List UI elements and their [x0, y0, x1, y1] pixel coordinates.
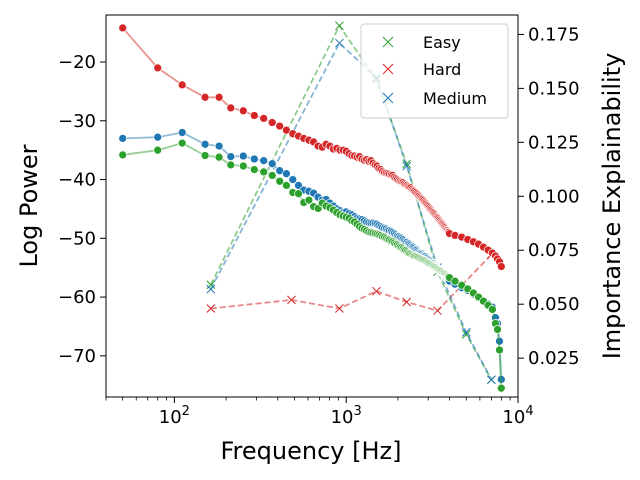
- y-right-tick-label: 0.050: [528, 294, 580, 315]
- power-point-easy: [214, 152, 224, 162]
- power-point-medium: [282, 169, 291, 179]
- power-point-easy: [267, 171, 277, 180]
- power-point-easy: [249, 165, 259, 174]
- power-point-easy: [226, 160, 236, 170]
- legend-label-hard: Hard: [423, 60, 461, 79]
- y-right-tick-label: 0.175: [528, 24, 580, 45]
- legend-label-easy: Easy: [423, 33, 461, 52]
- power-point-easy: [294, 189, 303, 199]
- legend-marker-medium: [382, 92, 394, 104]
- importance-marker-medium: [206, 284, 216, 294]
- y-tick-label: −20: [58, 52, 96, 73]
- power-point-easy: [177, 138, 187, 148]
- power-point-hard: [238, 106, 248, 116]
- importance-marker-hard: [372, 286, 381, 296]
- power-point-easy: [238, 161, 248, 171]
- power-point-medium: [238, 151, 248, 161]
- power-point-easy: [450, 276, 460, 286]
- y-tick-label: −70: [58, 346, 96, 367]
- power-point-medium: [259, 156, 269, 166]
- power-point-hard: [177, 80, 187, 90]
- power-point-easy: [200, 151, 210, 160]
- legend-entry-medium: Medium: [382, 89, 487, 108]
- plot-frame: [105, 14, 519, 398]
- power-point-easy: [259, 167, 269, 177]
- importance-marker-hard: [402, 297, 412, 307]
- legend-marker-easy: [382, 36, 394, 48]
- power-point-easy: [493, 325, 502, 334]
- series-layer: [118, 21, 506, 393]
- power-point-hard: [496, 262, 506, 271]
- power-point-medium: [177, 128, 187, 137]
- power-point-hard: [153, 63, 163, 73]
- importance-marker-medium: [402, 161, 412, 171]
- y-tick-label: −40: [58, 170, 96, 191]
- legend: Easy Hard Medium: [360, 23, 509, 119]
- legend-box: [360, 23, 509, 119]
- importance-marker-easy: [335, 21, 344, 31]
- y-tick-label: −30: [58, 111, 96, 132]
- power-point-easy: [275, 176, 285, 186]
- importance-marker-hard: [206, 304, 216, 313]
- importance-marker-medium: [487, 375, 496, 385]
- power-point-hard: [118, 23, 128, 33]
- y-right-tick-label: 0.025: [528, 348, 580, 369]
- legend-marker-hard: [382, 63, 394, 75]
- power-point-easy: [118, 150, 128, 160]
- power-point-medium: [153, 132, 163, 142]
- x-axis-label: Frequency [Hz]: [221, 437, 402, 465]
- y-right-tick-label: 0.150: [528, 78, 580, 99]
- power-point-easy: [488, 305, 497, 314]
- power-point-hard: [200, 92, 210, 102]
- y-right-tick-label: 0.100: [528, 186, 580, 207]
- y-tick-label: −50: [58, 228, 96, 249]
- power-point-medium: [200, 139, 210, 149]
- power-point-hard: [275, 121, 285, 131]
- power-point-hard: [214, 92, 224, 102]
- power-point-hard: [267, 118, 277, 127]
- power-point-easy: [304, 195, 314, 205]
- legend-entry-easy: Easy: [382, 33, 461, 52]
- y-axis-right-label: Importance Explainability: [598, 53, 626, 360]
- importance-marker-hard: [433, 306, 442, 316]
- power-point-easy: [282, 181, 291, 190]
- y-right-tick-label: 0.125: [528, 132, 580, 153]
- legend-label-medium: Medium: [423, 89, 487, 108]
- y-axis-label: Log Power: [15, 144, 43, 267]
- power-point-hard: [259, 114, 269, 123]
- power-point-medium: [226, 152, 236, 161]
- legend-entry-hard: Hard: [382, 60, 461, 79]
- power-point-medium: [214, 141, 224, 151]
- importance-marker-hard: [287, 295, 296, 305]
- importance-marker-medium: [461, 327, 471, 337]
- y-right-tick-label: 0.075: [528, 240, 580, 261]
- power-point-easy: [496, 383, 506, 393]
- power-point-easy: [153, 145, 163, 155]
- importance-marker-hard: [335, 304, 344, 313]
- power-point-medium: [288, 175, 298, 184]
- power-point-hard: [249, 111, 259, 120]
- importance-marker-medium: [335, 38, 344, 48]
- importance-marker-easy: [206, 280, 216, 290]
- power-point-hard: [226, 103, 236, 113]
- y-tick-label: −60: [58, 287, 96, 308]
- power-point-easy: [495, 345, 504, 355]
- power-point-medium: [267, 159, 277, 169]
- power-point-medium: [249, 154, 259, 164]
- power-point-medium: [118, 134, 128, 143]
